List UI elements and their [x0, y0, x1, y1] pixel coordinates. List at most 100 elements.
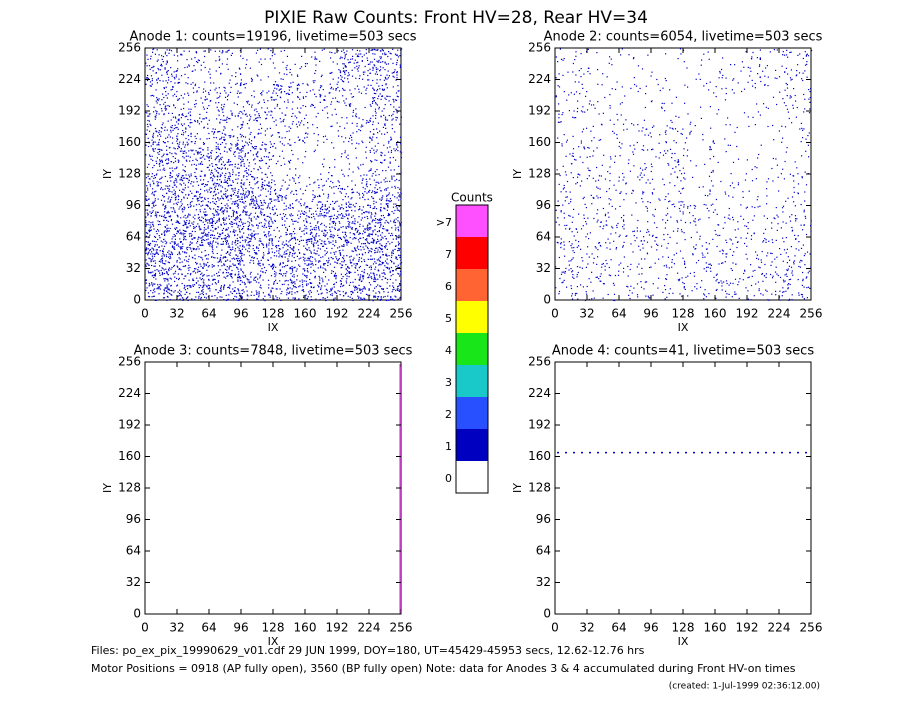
pixel-dot [375, 102, 377, 104]
pixel-dot [271, 134, 274, 136]
pixel-dot [193, 237, 195, 239]
pixel-dot [238, 250, 240, 252]
pixel-dot [158, 288, 160, 290]
pixel-dot [265, 117, 268, 119]
pixel-dot [258, 206, 260, 208]
pixel-dot [222, 227, 225, 230]
pixel-dot [220, 191, 222, 193]
pixel-dot [241, 297, 243, 300]
pixel-dot [248, 229, 250, 231]
pixel-dot [381, 196, 383, 199]
pixel-dot [365, 93, 367, 95]
pixel-dot [217, 183, 219, 185]
pixel-dot [344, 231, 346, 233]
pixel-dot [254, 212, 257, 214]
pixel-dot [218, 102, 220, 104]
pixel-dot [242, 211, 244, 213]
pixel-dot [359, 276, 361, 278]
pixel-dot [287, 260, 289, 262]
pixel-dot [299, 124, 301, 126]
pixel-dot [188, 258, 190, 260]
pixel-dot [155, 216, 158, 218]
pixel-dot [291, 115, 293, 117]
pixel-dot [174, 197, 176, 199]
pixel-dot [374, 192, 376, 194]
pixel-dot [177, 82, 179, 84]
pixel-dot [230, 164, 232, 166]
pixel-dot [352, 259, 354, 261]
pixel-dot [235, 296, 238, 298]
pixel-dot [177, 128, 179, 130]
pixel-dot [288, 86, 290, 88]
pixel-dot [271, 248, 273, 250]
pixel-dot [332, 221, 334, 223]
pixel-dot [394, 150, 396, 152]
pixel-dot [354, 210, 356, 212]
pixel-dot [396, 95, 398, 97]
pixel-dot [200, 121, 203, 123]
pixel-dot [294, 266, 296, 268]
pixel-dot [242, 246, 244, 248]
pixel-dot [375, 117, 377, 119]
pixel-dot [243, 110, 245, 112]
pixel-dot [211, 243, 213, 245]
pixel-dot [184, 222, 186, 224]
pixel-dot [159, 272, 161, 274]
pixel-dot [216, 179, 218, 181]
pixel-dot [200, 157, 202, 159]
pixel-dot [341, 261, 343, 263]
pixel-dot [262, 244, 264, 246]
pixel-dot [203, 175, 206, 177]
pixel-dot [211, 221, 213, 223]
pixel-dot [355, 286, 358, 289]
pixel-dot [279, 96, 281, 98]
pixel-dot [273, 199, 275, 201]
pixel-dot [274, 212, 276, 214]
pixel-dot [190, 235, 192, 237]
pixel-dot [304, 156, 306, 158]
pixel-dot [355, 287, 357, 289]
pixel-dot [231, 114, 233, 116]
pixel-dot [205, 117, 207, 119]
pixel-dot [386, 209, 388, 211]
pixel-dot [228, 172, 230, 174]
pixel-dot [302, 239, 304, 241]
pixel-dot [285, 275, 287, 277]
pixel-dot [221, 265, 223, 267]
pixel-dot [338, 101, 340, 103]
pixel-dot [255, 108, 257, 110]
pixel-dot [276, 227, 278, 229]
pixel-dot [240, 158, 242, 160]
pixel-dot [353, 222, 355, 224]
pixel-dot [152, 180, 154, 182]
pixel-dot [250, 219, 252, 221]
pixel-dot [213, 274, 215, 276]
pixel-dot [368, 191, 370, 193]
pixel-dot [145, 216, 147, 218]
pixel-dot [340, 156, 342, 158]
pixel-dot [204, 99, 206, 101]
pixel-dot [170, 251, 172, 253]
pixel-dot [269, 294, 271, 296]
pixel-dot [225, 252, 227, 254]
pixel-dot [290, 192, 292, 194]
pixel-dot [234, 187, 236, 189]
pixel-dot [219, 296, 221, 298]
pixel-dot [241, 236, 243, 239]
pixel-dot [373, 239, 376, 241]
pixel-dot [171, 127, 173, 129]
pixel-dot [339, 214, 341, 216]
pixel-dot [255, 290, 257, 292]
pixel-dot [164, 106, 166, 108]
pixel-dot [294, 292, 296, 294]
pixel-dot [189, 247, 191, 249]
pixel-dot [159, 80, 161, 82]
pixel-dot [252, 176, 254, 178]
pixel-dot [226, 161, 228, 163]
pixel-dot [156, 82, 158, 84]
pixel-dot [227, 195, 229, 197]
pixel-dot [370, 272, 372, 274]
pixel-dot [249, 282, 251, 284]
pixel-dot [290, 273, 292, 275]
pixel-dot [260, 157, 262, 159]
